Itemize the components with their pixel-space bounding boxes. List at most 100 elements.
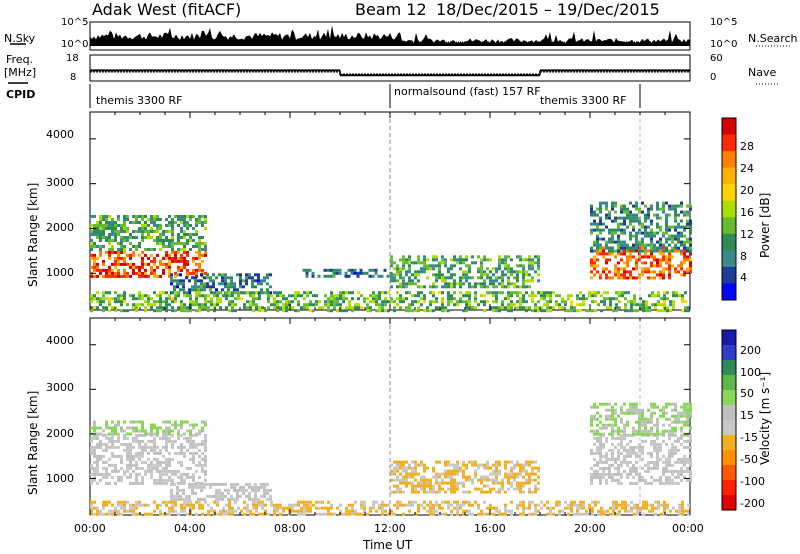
- velocity-pixel: [141, 478, 144, 482]
- velocity-pixel: [531, 469, 534, 473]
- velocity-pixel: [432, 469, 435, 473]
- power-pixel: [198, 236, 201, 239]
- velocity-pixel: [668, 448, 671, 452]
- power-pixel: [468, 267, 471, 271]
- power-pixel: [450, 297, 453, 301]
- velocity-pixel: [489, 466, 492, 470]
- power-pixel: [174, 294, 177, 298]
- velocity-pixel: [662, 411, 665, 415]
- velocity-pixel: [393, 484, 396, 488]
- power-pixel: [417, 258, 420, 262]
- power-pixel: [596, 270, 599, 274]
- velocity-pixel: [405, 475, 408, 479]
- power-pixel: [626, 243, 629, 247]
- power-pixel: [204, 221, 207, 224]
- power-pixel: [570, 309, 573, 313]
- power-pixel: [432, 255, 435, 259]
- velocity-pixel: [393, 466, 396, 470]
- power-pixel: [336, 297, 339, 301]
- power-pixel: [608, 258, 611, 262]
- power-pixel: [492, 291, 495, 295]
- power-pixel: [330, 291, 333, 295]
- power-pixel: [195, 268, 198, 272]
- velocity-pixel: [579, 500, 582, 504]
- velocity-pixel: [689, 408, 692, 412]
- power-pixel: [306, 306, 309, 310]
- velocity-pixel: [657, 503, 660, 507]
- power-pixel: [546, 303, 549, 307]
- velocity-pixel: [237, 506, 240, 510]
- power-pixel: [348, 303, 351, 307]
- velocity-pixel: [686, 420, 689, 424]
- velocity-pixel: [441, 478, 444, 482]
- velocity-pixel: [96, 436, 99, 440]
- velocity-pixel: [519, 512, 522, 516]
- velocity-pixel: [186, 420, 189, 424]
- power-pixel: [513, 303, 516, 307]
- velocity-pixel: [99, 509, 102, 513]
- velocity-pixel: [165, 445, 168, 449]
- velocity-pixel: [593, 457, 596, 461]
- velocity-pixel: [210, 506, 213, 510]
- power-pixel: [269, 273, 272, 277]
- velocity-pixel: [105, 512, 108, 516]
- velocity-pixel: [677, 475, 680, 479]
- power-pixel: [510, 306, 513, 310]
- power-pixel: [647, 267, 650, 271]
- velocity-pixel: [596, 463, 599, 467]
- power-pixel: [318, 300, 321, 304]
- power-pixel: [156, 230, 159, 233]
- velocity-pixel: [656, 463, 659, 467]
- velocity-pixel: [635, 429, 638, 433]
- velocity-pixel: [656, 429, 659, 433]
- power-pixel: [417, 294, 420, 298]
- velocity-pixel: [227, 497, 230, 501]
- velocity-pixel: [635, 481, 638, 485]
- velocity-pixel: [644, 439, 647, 443]
- velocity-pixel: [668, 454, 671, 458]
- velocity-pixel: [204, 454, 207, 458]
- power-pixel: [180, 303, 183, 307]
- velocity-pixel: [165, 420, 168, 424]
- velocity-pixel: [93, 512, 96, 516]
- velocity-pixel: [519, 500, 522, 504]
- power-pixel: [644, 261, 647, 265]
- power-pixel: [537, 261, 540, 265]
- power-pixel: [192, 271, 195, 275]
- power-pixel: [450, 273, 453, 277]
- power-pixel: [111, 218, 114, 221]
- power-pixel: [237, 291, 240, 295]
- power-pixel: [399, 297, 402, 301]
- velocity-pixel: [608, 448, 611, 452]
- velocity-pixel: [624, 509, 627, 513]
- velocity-pixel: [224, 482, 227, 486]
- power-pixel: [686, 267, 689, 271]
- power-pixel: [327, 309, 330, 313]
- power-pixel: [105, 250, 108, 254]
- power-pixel: [198, 253, 201, 257]
- power-pixel: [162, 245, 165, 248]
- velocity-pixel: [671, 463, 674, 467]
- power-pixel: [186, 262, 189, 266]
- power-pixel: [656, 201, 659, 205]
- velocity-pixel: [318, 512, 321, 516]
- velocity-pixel: [245, 482, 248, 486]
- velocity-pixel: [653, 460, 656, 464]
- velocity-pixel: [420, 475, 423, 479]
- power-pixel: [153, 309, 156, 313]
- power-pixel: [617, 234, 620, 238]
- velocity-pixel: [141, 475, 144, 479]
- velocity-pixel: [224, 494, 227, 498]
- velocity-pixel: [516, 475, 519, 479]
- power-pixel: [114, 265, 117, 269]
- power-pixel: [159, 262, 162, 266]
- velocity-pixel: [183, 451, 186, 455]
- power-pixel: [126, 303, 129, 307]
- power-ytick-3000: 3000: [46, 176, 74, 189]
- power-pixel: [177, 256, 180, 260]
- velocity-pixel: [147, 512, 150, 516]
- velocity-pixel: [615, 500, 618, 504]
- velocity-pixel: [483, 512, 486, 516]
- power-pixel: [108, 215, 111, 218]
- velocity-pixel: [399, 463, 402, 467]
